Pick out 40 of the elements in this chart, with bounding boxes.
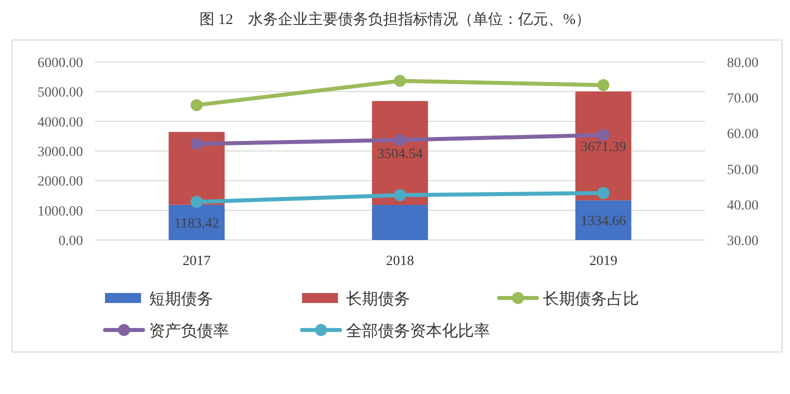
y-tick-label: 4000.00 [38,115,83,130]
data-label: 3671.39 [580,140,626,155]
legend-label: 长期债务 [346,290,410,308]
point [394,74,406,87]
bar [575,91,632,200]
y2-tick-label: 70.00 [727,92,758,107]
y2-tick-label: 40.00 [727,198,758,214]
point [190,196,203,208]
title: 图 12 水务企业主要债务负担指标情况（单位：亿元、%） [199,12,591,28]
point [597,128,610,141]
legend-label: 全部债务资本化比率 [346,322,490,340]
x-tick-label: 2019 [589,254,618,269]
point [597,79,610,92]
y2-tick-label: 60.00 [727,127,758,142]
legend-label: 长期债务占比 [543,290,639,308]
y-tick-label: 1000.00 [38,204,83,220]
data-label: 3504.54 [377,147,423,162]
legend-label: 短期债务 [149,290,213,308]
y-tick-label: 3000.00 [38,145,83,160]
point [190,138,203,150]
y2-tick-label: 30.00 [727,234,758,249]
point [394,189,406,202]
bar [372,204,428,240]
data-label: 1183.42 [174,216,220,232]
y-tick-label: 5000.00 [38,86,83,101]
x-tick-label: 2017 [182,254,211,269]
y-tick-label: 2000.00 [38,174,83,190]
bar [575,200,632,240]
point [597,187,610,200]
y2-tick-label: 50.00 [727,162,758,178]
y-tick-label: 6000.00 [38,56,83,71]
point [394,134,406,146]
x-tick-label: 2018 [386,254,414,269]
bar [168,132,225,205]
y2-tick-label: 80.00 [727,56,758,71]
legend-label: 资产负债率 [149,322,229,340]
point [190,99,203,112]
data-label: 1334.66 [580,214,626,230]
bar [168,204,225,240]
y-tick-label: 0.00 [58,234,83,249]
